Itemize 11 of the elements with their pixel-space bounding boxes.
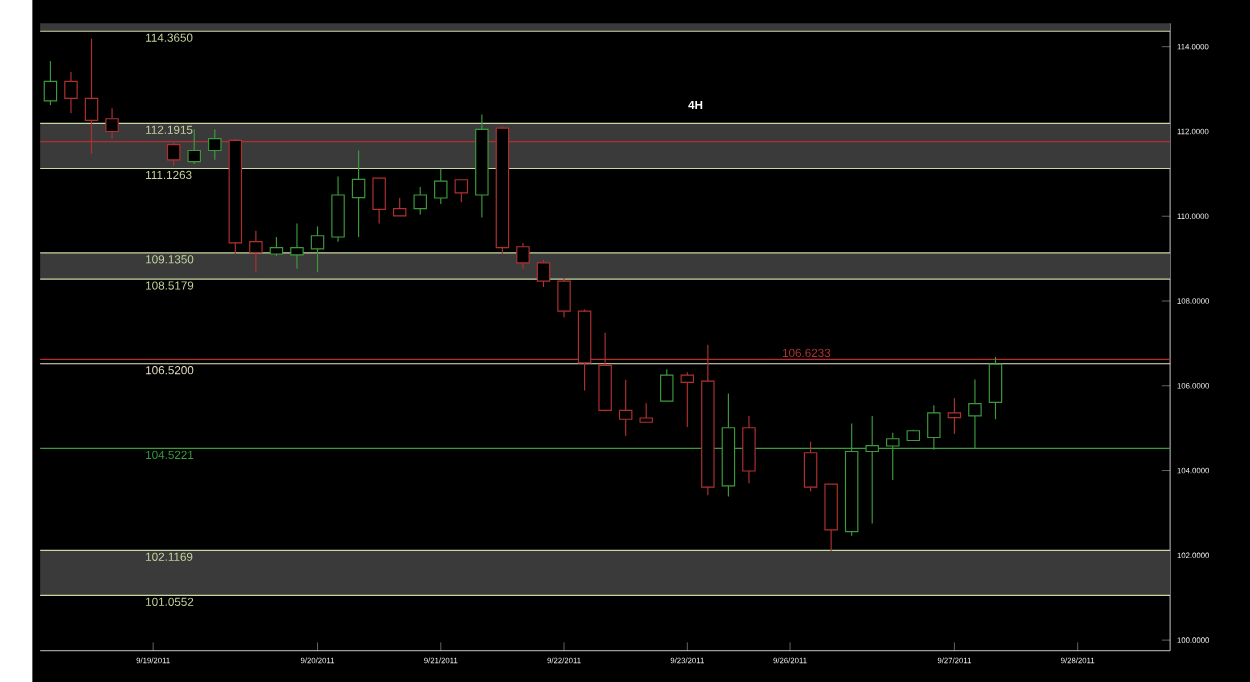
candlestick bbox=[742, 415, 756, 484]
candlestick bbox=[290, 222, 304, 270]
candlestick bbox=[516, 242, 530, 270]
candlestick bbox=[557, 277, 571, 319]
candlestick bbox=[331, 175, 345, 243]
candlestick bbox=[310, 225, 325, 273]
candlestick bbox=[249, 230, 263, 273]
candlestick bbox=[64, 71, 78, 114]
candlestick bbox=[475, 113, 489, 219]
candlestick bbox=[351, 150, 366, 238]
candlestick bbox=[680, 371, 695, 428]
